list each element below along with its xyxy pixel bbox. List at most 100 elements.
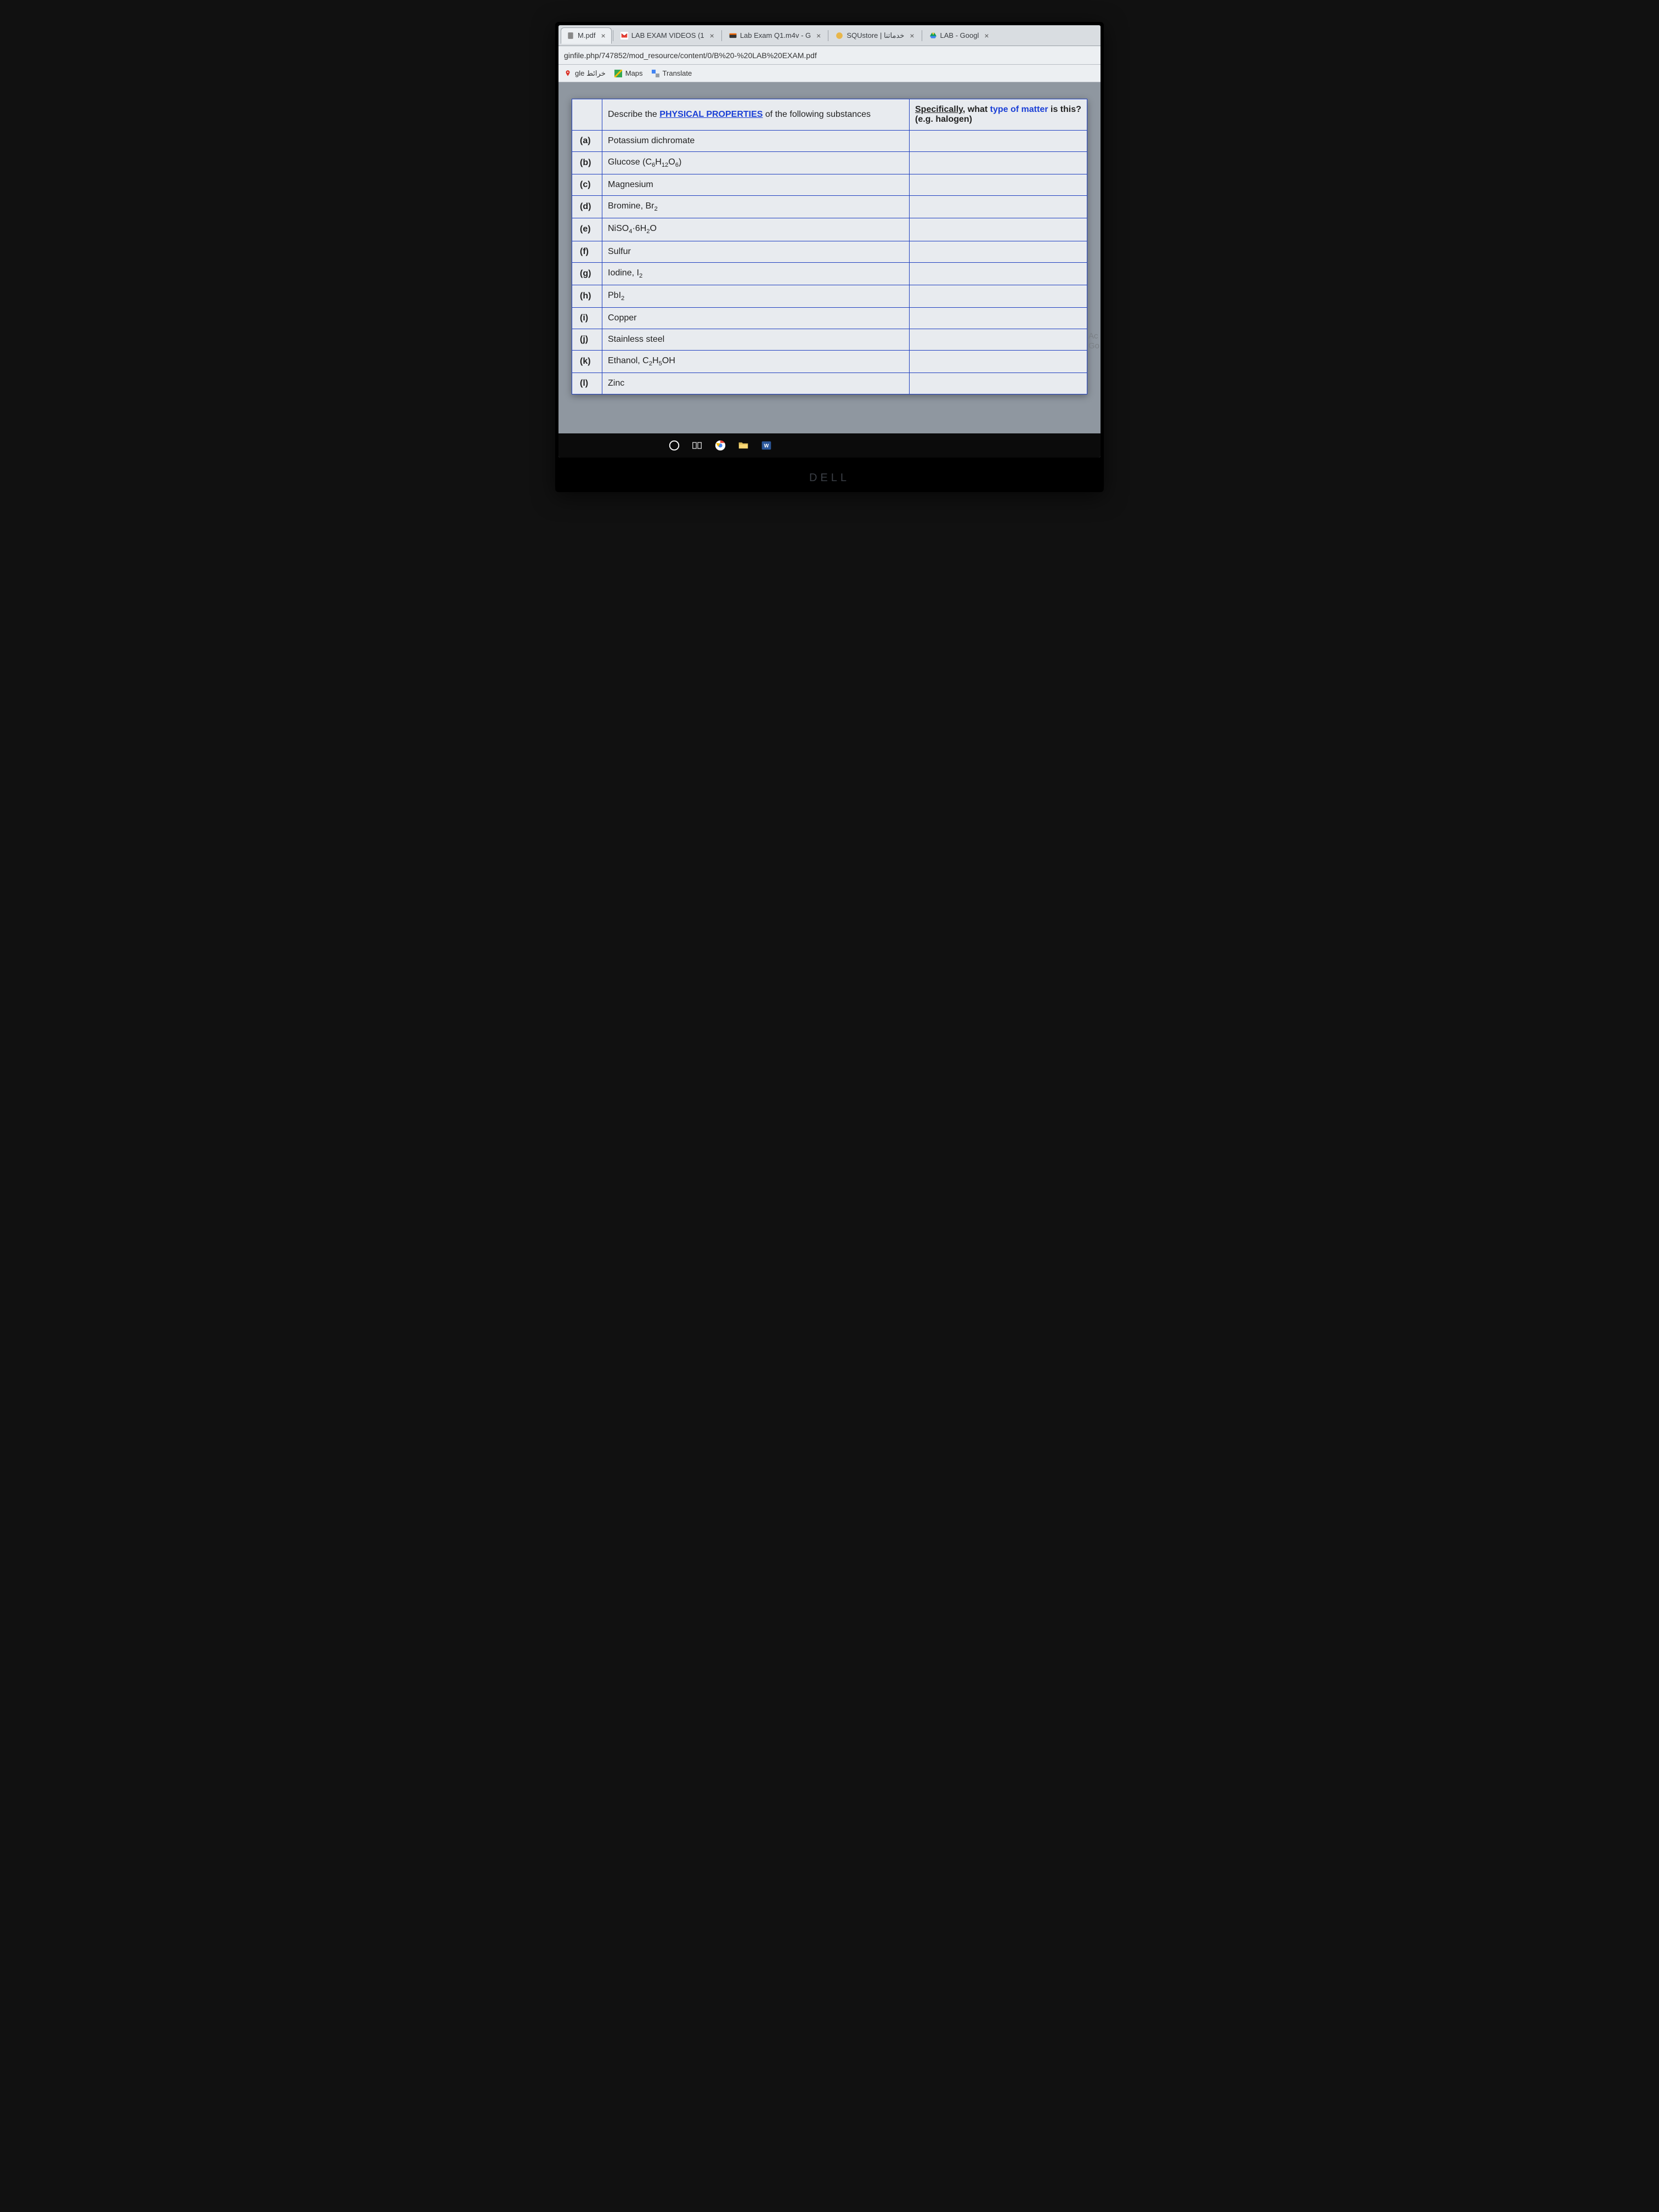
header-col1: Describe the PHYSICAL PROPERTIES of the … [602,99,910,131]
row-answer[interactable] [910,373,1087,394]
row-substance: Sulfur [602,241,910,262]
row-label: (c) [572,174,602,196]
close-icon[interactable]: × [601,31,606,40]
browser-tab[interactable]: Lab Exam Q1.m4v - G × [723,27,827,44]
row-substance: Magnesium [602,174,910,196]
physical-properties-link[interactable]: PHYSICAL PROPERTIES [659,110,763,119]
row-answer[interactable] [910,285,1087,307]
row-label: (j) [572,329,602,350]
bookmark-label: Translate [663,69,692,77]
close-icon[interactable]: × [816,31,821,40]
row-label: (f) [572,241,602,262]
row-substance: Stainless steel [602,329,910,350]
table-row: (l)Zinc [572,373,1087,394]
row-substance: Bromine, Br2 [602,196,910,218]
row-answer[interactable] [910,152,1087,174]
bookmark-label: gle خرائط [575,69,606,78]
dell-logo: DELL [558,458,1101,489]
row-answer[interactable] [910,218,1087,241]
table-row: (g)Iodine, I2 [572,262,1087,285]
browser-tab-bar: M.pdf×LAB EXAM VIDEOS (1×Lab Exam Q1.m4v… [558,25,1101,46]
bookmarks-bar: gle خرائط Maps Translate [558,65,1101,82]
tab-title: LAB EXAM VIDEOS (1 [631,31,704,40]
pdf-page: Describe the PHYSICAL PROPERTIES of the … [572,99,1087,394]
tab-favicon-icon [836,32,843,40]
cortana-icon[interactable] [668,439,680,452]
bookmark-item[interactable]: gle خرائط [564,69,606,78]
bookmark-icon [652,70,659,77]
table-row: (d)Bromine, Br2 [572,196,1087,218]
tab-favicon-icon [620,32,628,40]
table-row: (a)Potassium dichromate [572,131,1087,152]
browser-tab[interactable]: LAB - Googl × [923,27,995,44]
tab-favicon-icon [929,32,937,40]
row-substance: Ethanol, C2H5OH [602,350,910,373]
row-label: (h) [572,285,602,307]
pdf-viewer: Describe the PHYSICAL PROPERTIES of the … [558,82,1101,433]
row-answer[interactable] [910,350,1087,373]
close-icon[interactable]: × [910,31,914,40]
close-icon[interactable]: × [984,31,989,40]
bookmark-icon [564,70,572,77]
close-icon[interactable]: × [710,31,714,40]
row-label: (e) [572,218,602,241]
bookmark-item[interactable]: Translate [652,69,692,77]
tab-title: LAB - Googl [940,31,979,40]
row-label: (d) [572,196,602,218]
bookmark-label: Maps [625,69,643,77]
row-answer[interactable] [910,174,1087,196]
row-answer[interactable] [910,262,1087,285]
monitor-frame: M.pdf×LAB EXAM VIDEOS (1×Lab Exam Q1.m4v… [555,22,1104,492]
row-label: (l) [572,373,602,394]
header-blank [572,99,602,131]
row-substance: Glucose (C6H12O6) [602,152,910,174]
browser-tab[interactable]: SQUstore | خدماتنا × [830,27,920,44]
row-label: (i) [572,307,602,329]
row-answer[interactable] [910,241,1087,262]
screen: M.pdf×LAB EXAM VIDEOS (1×Lab Exam Q1.m4v… [558,25,1101,458]
bookmark-item[interactable]: Maps [614,69,643,77]
tab-title: Lab Exam Q1.m4v - G [740,31,811,40]
row-substance: PbI2 [602,285,910,307]
table-header-row: Describe the PHYSICAL PROPERTIES of the … [572,99,1087,131]
row-label: (a) [572,131,602,152]
address-bar[interactable]: ginfile.php/747852/mod_resource/content/… [558,46,1101,65]
tab-favicon-icon [567,32,574,40]
table-row: (h)PbI2 [572,285,1087,307]
table-row: (i)Copper [572,307,1087,329]
file-explorer-icon[interactable] [737,439,749,452]
tab-separator [721,30,722,41]
substances-table: Describe the PHYSICAL PROPERTIES of the … [572,99,1087,394]
windows-taskbar: W [558,433,1101,458]
table-row: (k)Ethanol, C2H5OH [572,350,1087,373]
row-answer[interactable] [910,131,1087,152]
row-answer[interactable] [910,307,1087,329]
svg-text:W: W [764,443,769,448]
word-icon[interactable]: W [760,439,772,452]
row-label: (g) [572,262,602,285]
tab-favicon-icon [729,32,737,40]
row-answer[interactable] [910,196,1087,218]
row-substance: NiSO4·6H2O [602,218,910,241]
browser-tab[interactable]: LAB EXAM VIDEOS (1 × [614,27,720,44]
chrome-icon[interactable] [714,439,726,452]
row-substance: Copper [602,307,910,329]
task-view-icon[interactable] [691,439,703,452]
table-row: (f)Sulfur [572,241,1087,262]
row-answer[interactable] [910,329,1087,350]
tab-title: M.pdf [578,31,596,40]
row-substance: Potassium dichromate [602,131,910,152]
header-col2: Specifically, what type of matter is thi… [910,99,1087,131]
url-text: ginfile.php/747852/mod_resource/content/… [564,51,817,60]
row-substance: Iodine, I2 [602,262,910,285]
activate-windows-watermark: AcGo [1088,331,1099,351]
tab-title: SQUstore | خدماتنا [847,31,904,40]
table-row: (j)Stainless steel [572,329,1087,350]
row-substance: Zinc [602,373,910,394]
browser-tab[interactable]: M.pdf × [561,27,612,44]
row-label: (k) [572,350,602,373]
table-row: (c)Magnesium [572,174,1087,196]
table-row: (e)NiSO4·6H2O [572,218,1087,241]
row-label: (b) [572,152,602,174]
table-row: (b)Glucose (C6H12O6) [572,152,1087,174]
